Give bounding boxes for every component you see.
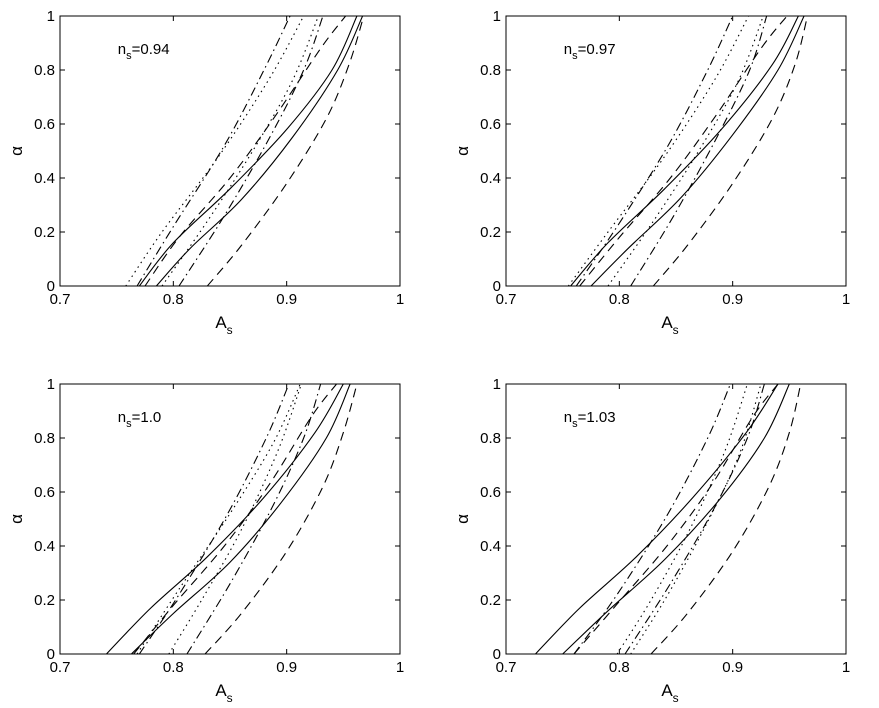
- y-axis-label: α: [7, 146, 26, 156]
- series-line-dashed-4: [650, 384, 802, 654]
- y-axis-label: α: [7, 514, 26, 524]
- series-line-solid-2: [131, 384, 351, 654]
- y-tick-label: 0.6: [480, 484, 501, 501]
- x-axis-label: As: [661, 313, 678, 337]
- y-tick-label: 0.2: [34, 224, 55, 241]
- series-line-dashdot-7: [136, 16, 291, 286]
- x-tick-label: 0.7: [50, 659, 71, 676]
- series-line-solid-2: [562, 384, 790, 654]
- series-line-dashed-4: [204, 384, 358, 654]
- series-line-dashed-3: [133, 384, 337, 654]
- x-tick-label: 0.9: [722, 659, 743, 676]
- series-line-solid-1: [535, 384, 779, 654]
- chart-panel-4: 0.7 0.8 0.9 1 0 0.2 0.4 0.6 0.8 1 As α ns=1.03: [453, 376, 850, 705]
- series-line-dotted-5: [168, 384, 302, 654]
- x-tick-label: 0.8: [163, 291, 184, 308]
- series-line-dashdot-8: [630, 16, 768, 286]
- y-axis-label: α: [453, 146, 472, 156]
- y-tick-label: 0.4: [34, 170, 55, 187]
- y-tick-label: 0.8: [480, 430, 501, 447]
- y-axis-label: α: [453, 514, 472, 524]
- series-line-dashdot-7: [138, 384, 290, 654]
- series-line-dotted-6: [136, 384, 301, 654]
- y-tick-label: 0.2: [34, 592, 55, 609]
- series-line-dashdot-7: [575, 16, 734, 286]
- series-line-solid-1: [138, 16, 358, 286]
- x-axis-label: As: [215, 313, 232, 337]
- x-axis-label: As: [661, 681, 678, 705]
- y-tick-label: 0: [47, 278, 55, 295]
- x-tick-label: 0.8: [609, 291, 630, 308]
- x-axis-label: As: [215, 681, 232, 705]
- y-tick-label: 0.6: [34, 484, 55, 501]
- series-line-dashdot-8: [178, 16, 324, 286]
- series-line-dotted-6: [161, 16, 319, 286]
- x-tick-label: 1: [842, 659, 850, 676]
- plot-frame: [505, 383, 847, 655]
- series-line-solid-1: [106, 384, 344, 654]
- plot-frame: [505, 15, 847, 287]
- x-tick-label: 1: [396, 291, 404, 308]
- y-tick-label: 0.6: [34, 116, 55, 133]
- series-line-dashdot-8: [186, 384, 322, 654]
- x-tick-label: 0.9: [722, 291, 743, 308]
- series-line-dashdot-7: [573, 384, 731, 654]
- plot-frame: [59, 15, 401, 287]
- x-tick-label: 0.8: [163, 659, 184, 676]
- parameter-annotation: ns=1.0: [118, 409, 161, 430]
- x-tick-label: 0.8: [609, 659, 630, 676]
- x-tick-label: 1: [842, 291, 850, 308]
- y-tick-label: 0.8: [480, 62, 501, 79]
- series-line-dashdot-8: [624, 384, 765, 654]
- chart-panel-1: 0.7 0.8 0.9 1 0 0.2 0.4 0.6 0.8 1 As α ns=0.94: [7, 8, 404, 337]
- series-line-solid-2: [590, 16, 805, 286]
- series-line-dashed-3: [144, 16, 347, 286]
- y-tick-label: 0.4: [480, 170, 501, 187]
- series-line-dashed-3: [579, 16, 788, 286]
- y-tick-label: 0.4: [34, 538, 55, 555]
- y-tick-label: 0.6: [480, 116, 501, 133]
- x-tick-label: 0.7: [496, 659, 517, 676]
- series-line-dotted-6: [607, 16, 764, 286]
- plot-frame: [59, 383, 401, 655]
- parameter-annotation: ns=1.03: [564, 409, 616, 430]
- chart-panel-2: 0.7 0.8 0.9 1 0 0.2 0.4 0.6 0.8 1 As α ns=0.97: [453, 8, 850, 337]
- y-tick-label: 0.2: [480, 592, 501, 609]
- series-line-dashed-4: [206, 16, 365, 286]
- series-line-dotted-5: [125, 16, 305, 286]
- y-tick-label: 0: [493, 278, 501, 295]
- series-line-solid-2: [155, 16, 364, 286]
- y-tick-label: 0: [47, 646, 55, 663]
- x-tick-label: 0.9: [276, 659, 297, 676]
- y-tick-label: 1: [493, 376, 501, 393]
- x-tick-label: 0.9: [276, 291, 297, 308]
- parameter-annotation: ns=0.97: [564, 41, 616, 62]
- series-line-dotted-6: [630, 384, 762, 654]
- parameter-annotation: ns=0.94: [118, 41, 170, 62]
- y-tick-label: 0.8: [34, 430, 55, 447]
- y-tick-label: 0: [493, 646, 501, 663]
- series-line-solid-1: [570, 16, 799, 286]
- y-tick-label: 0.4: [480, 538, 501, 555]
- chart-panel-3: 0.7 0.8 0.9 1 0 0.2 0.4 0.6 0.8 1 As α ns=1.0: [7, 376, 404, 705]
- x-tick-label: 1: [396, 659, 404, 676]
- x-tick-label: 0.7: [496, 291, 517, 308]
- y-tick-label: 1: [493, 8, 501, 25]
- x-tick-label: 0.7: [50, 291, 71, 308]
- y-tick-label: 1: [47, 8, 55, 25]
- y-tick-label: 0.8: [34, 62, 55, 79]
- series-line-dashed-4: [652, 16, 809, 286]
- y-tick-label: 0.2: [480, 224, 501, 241]
- y-tick-label: 1: [47, 376, 55, 393]
- series-line-dotted-5: [616, 384, 748, 654]
